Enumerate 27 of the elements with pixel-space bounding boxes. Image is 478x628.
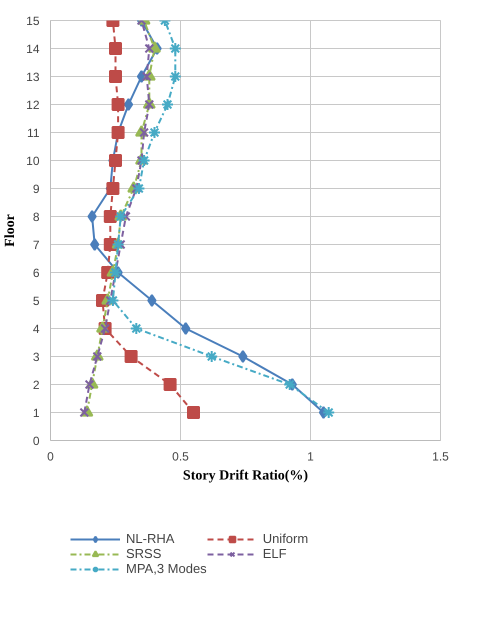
x-tick-label: 1 <box>307 450 314 464</box>
y-tick-label: 9 <box>32 182 40 196</box>
y-tick-label: 13 <box>26 70 40 84</box>
y-tick-label: 7 <box>32 238 40 252</box>
legend-label: NL-RHA <box>126 531 174 546</box>
y-tick-label: 2 <box>32 378 40 392</box>
y-tick-label: 15 <box>26 14 40 28</box>
y-tick-label: 12 <box>26 98 40 112</box>
y-axis-title: Floor <box>3 214 18 247</box>
y-tick-label: 11 <box>27 126 40 140</box>
x-tick-label: 0 <box>47 450 54 464</box>
x-axis-title: Story Drift Ratio(%) <box>182 468 308 484</box>
legend-label: ELF <box>262 546 287 561</box>
y-tick-label: 6 <box>32 266 40 280</box>
y-tick-label: 5 <box>32 294 40 308</box>
y-tick-label: 10 <box>26 154 40 168</box>
x-tick-label: 1.5 <box>432 450 450 464</box>
y-tick-label: 8 <box>32 210 40 224</box>
y-tick-label: 1 <box>32 406 40 420</box>
y-tick-label: 4 <box>32 322 40 336</box>
x-tick-label: 0.5 <box>172 450 190 464</box>
legend-label: SRSS <box>126 546 162 561</box>
y-tick-label: 14 <box>26 42 40 56</box>
y-tick-label: 3 <box>32 350 40 364</box>
legend-label: Uniform <box>262 531 308 546</box>
legend-label: MPA,3 Modes <box>126 561 207 576</box>
y-tick-label: 0 <box>32 434 40 448</box>
